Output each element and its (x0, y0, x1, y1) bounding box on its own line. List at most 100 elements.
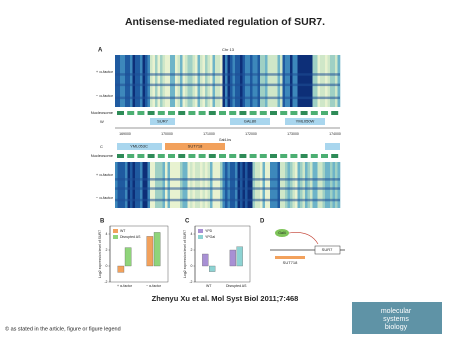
heatmap-stripe (285, 162, 288, 208)
heatmap-stripe (172, 162, 176, 208)
nucleosome (239, 111, 247, 115)
heatmap-stripe (320, 162, 323, 208)
heatmap-stripe (252, 162, 256, 208)
heatmap-stripe (137, 55, 141, 107)
label: W (100, 119, 104, 124)
heatmap-stripe (280, 55, 283, 107)
label: Gal4-bs (219, 138, 232, 142)
heatmap-stripe (235, 162, 238, 208)
heatmap-stripe (140, 162, 143, 208)
heatmap-stripe (292, 55, 296, 107)
nucleosome (300, 111, 308, 115)
label: 4 (191, 232, 193, 236)
label: − α-factor (96, 93, 114, 98)
heatmap-stripe (322, 55, 326, 107)
heatmap-stripe (215, 55, 218, 107)
legend-swatch (198, 229, 203, 233)
heatmap-stripe (280, 162, 283, 208)
heatmap-stripe (272, 162, 276, 208)
heatmap-stripe (232, 162, 236, 208)
nucleosome (321, 111, 328, 115)
label: Nucleosome (91, 153, 114, 158)
label: Disrupted AS (120, 235, 141, 239)
heatmap-stripe (175, 55, 178, 107)
gene (230, 118, 270, 125)
label: 2 (106, 248, 108, 252)
heatmap-stripe (295, 162, 298, 208)
heatmap-band (115, 198, 340, 202)
nucleosome (137, 111, 145, 115)
nucleosome (147, 111, 155, 115)
nucleosome (198, 111, 206, 115)
heatmap-stripe (310, 162, 313, 208)
heatmap-band (115, 73, 340, 76)
nucleosome (137, 154, 145, 158)
heatmap-stripe (220, 55, 223, 107)
heatmap-stripe (202, 162, 206, 208)
heatmap-stripe (202, 55, 206, 107)
heatmap-stripe (325, 55, 328, 107)
heatmap-stripe (197, 55, 201, 107)
plot-frame (194, 225, 251, 283)
heatmap-stripe (337, 55, 341, 107)
label: Nucleosome (91, 110, 114, 115)
heatmap-stripe (175, 162, 178, 208)
heatmap-stripe (125, 55, 128, 107)
label: WT (120, 229, 126, 233)
heatmap-stripe (270, 55, 273, 107)
heatmap-stripe (262, 162, 266, 208)
nucleosome (147, 154, 155, 158)
heatmap-stripe (310, 55, 313, 107)
heatmap-band (115, 96, 340, 100)
heatmap-stripe (150, 162, 153, 208)
nucleosome (300, 154, 308, 158)
heatmap-stripe (312, 162, 316, 208)
heatmap-stripe (222, 55, 226, 107)
footer: © as stated in the article, figure or fi… (5, 325, 121, 332)
heatmap-stripe (317, 55, 321, 107)
nucleosome (290, 111, 298, 115)
label: − α-factor (96, 195, 114, 200)
heatmap-stripe (212, 55, 216, 107)
heatmap-stripe (205, 162, 208, 208)
nucleosome (229, 154, 237, 158)
label: 170000 (161, 132, 173, 136)
logo-text: biology (385, 324, 408, 331)
heatmap-stripe (177, 55, 181, 107)
heatmap-stripe (255, 55, 258, 107)
heatmap-stripe (140, 55, 143, 107)
heatmap-stripe (315, 162, 318, 208)
heatmap-stripe (205, 55, 208, 107)
nucleosome (259, 111, 267, 115)
heatmap-stripe (260, 162, 263, 208)
heatmap-stripe (292, 162, 296, 208)
heatmap-stripe (200, 162, 203, 208)
heatmap-stripe (207, 162, 211, 208)
nucleosome (117, 154, 124, 158)
heatmap-stripe (315, 55, 318, 107)
nucleosome (188, 154, 196, 158)
label: Disrupted AS (226, 284, 247, 288)
nucleosome (259, 154, 267, 158)
heatmap-stripe (240, 55, 243, 107)
heatmap-stripe (282, 55, 286, 107)
heatmap-stripe (267, 162, 271, 208)
heatmap-stripe (337, 162, 341, 208)
heatmap-stripe (322, 162, 326, 208)
bar (124, 247, 132, 267)
label: C (185, 219, 190, 225)
citation: Zhenyu Xu et al. Mol Syst Biol 2011;7:46… (152, 294, 299, 303)
heatmap-stripe (312, 55, 316, 107)
heatmap-stripe (180, 162, 183, 208)
heatmap-stripe (257, 55, 261, 107)
heatmap-stripe (225, 162, 228, 208)
protein (275, 229, 289, 237)
heatmap-stripe (200, 55, 203, 107)
heatmap-stripe (217, 55, 221, 107)
heatmap-stripe (167, 162, 171, 208)
label: SUR7 (157, 119, 168, 124)
heatmap-stripe (120, 55, 123, 107)
heatmap-band (115, 187, 340, 190)
logo-text: systems (383, 316, 409, 323)
heatmap-stripe (305, 162, 308, 208)
